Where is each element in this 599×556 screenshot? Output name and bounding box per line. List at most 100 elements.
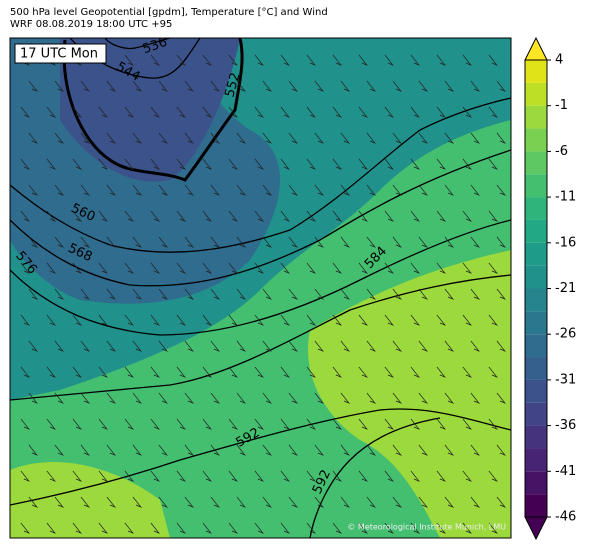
barb (202, 54, 213, 66)
barb (436, 158, 447, 170)
barb (20, 262, 31, 274)
barb (462, 314, 473, 326)
barb (150, 470, 161, 482)
barb (46, 262, 57, 274)
barb (314, 236, 325, 248)
barb (150, 158, 161, 170)
color-segment (525, 265, 547, 289)
color-segment (525, 197, 547, 220)
under-triangle (524, 516, 548, 541)
barb (202, 210, 213, 222)
tick-label: 4 (555, 53, 563, 68)
barb (28, 184, 39, 196)
barb (20, 210, 31, 222)
barb (202, 262, 213, 274)
barb (176, 262, 187, 274)
barb (210, 288, 221, 300)
barb (436, 54, 447, 66)
barb (98, 262, 109, 274)
barb (98, 106, 109, 118)
barb (358, 470, 369, 482)
barb (410, 522, 421, 534)
barb (132, 288, 143, 300)
barb (496, 496, 507, 508)
barb (72, 210, 83, 222)
barb (124, 54, 135, 66)
barb (332, 314, 343, 326)
barb (98, 470, 109, 482)
barb (202, 158, 213, 170)
barb (228, 158, 239, 170)
barb (366, 392, 377, 404)
barb (132, 132, 143, 144)
barb (306, 314, 317, 326)
warm-region-sw (10, 461, 170, 538)
barb (392, 392, 403, 404)
barb (280, 210, 291, 222)
barb (410, 470, 421, 482)
barb (184, 392, 195, 404)
barb (280, 54, 291, 66)
barb (262, 132, 273, 144)
tick-label: -31 (555, 372, 576, 387)
color-segment (525, 311, 547, 335)
barb (314, 340, 325, 352)
barb (158, 496, 169, 508)
barb (436, 210, 447, 222)
barb (20, 470, 31, 482)
barb (332, 418, 343, 430)
barb (46, 314, 57, 326)
barb (228, 314, 239, 326)
barb (444, 444, 455, 456)
barb (366, 184, 377, 196)
barb (306, 210, 317, 222)
barb (306, 262, 317, 274)
barb (184, 236, 195, 248)
barb (210, 496, 221, 508)
barb (202, 106, 213, 118)
barb (254, 158, 265, 170)
barb (384, 314, 395, 326)
barb (20, 158, 31, 170)
barb (124, 314, 135, 326)
barb (470, 444, 481, 456)
barb (436, 262, 447, 274)
barb (306, 470, 317, 482)
barb (288, 496, 299, 508)
barb (80, 288, 91, 300)
barb (488, 314, 499, 326)
barb (228, 366, 239, 378)
barb (444, 80, 455, 92)
barb (436, 522, 447, 534)
color-segment (525, 379, 547, 403)
barb (150, 366, 161, 378)
barb (280, 106, 291, 118)
barb (392, 80, 403, 92)
barb (236, 236, 247, 248)
barb (184, 288, 195, 300)
barb (488, 470, 499, 482)
barb (210, 392, 221, 404)
barb (410, 158, 421, 170)
barb (280, 366, 291, 378)
barb (98, 158, 109, 170)
barb (202, 522, 213, 534)
contour-label: 552 (223, 71, 244, 99)
barb (176, 314, 187, 326)
barb (228, 262, 239, 274)
barb (462, 106, 473, 118)
barb (158, 184, 169, 196)
color-segment (525, 242, 547, 266)
barb (496, 80, 507, 92)
barb (54, 496, 65, 508)
barb (158, 80, 169, 92)
barb (384, 262, 395, 274)
barb (358, 106, 369, 118)
barb (158, 288, 169, 300)
barb (444, 392, 455, 404)
barb (366, 288, 377, 300)
color-segment (525, 448, 547, 472)
barb (72, 470, 83, 482)
barb (124, 262, 135, 274)
color-segment (525, 288, 547, 312)
